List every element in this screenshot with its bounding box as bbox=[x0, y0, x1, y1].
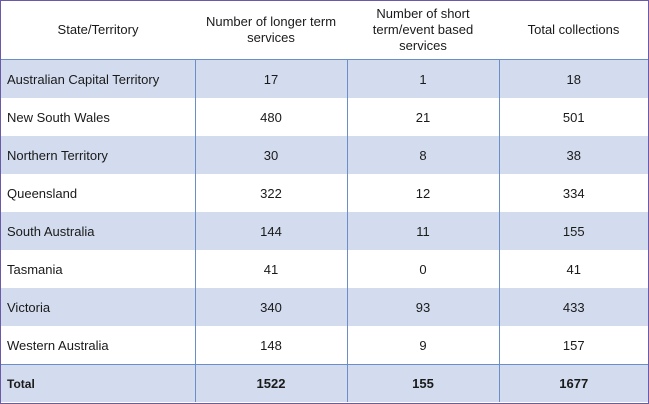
total-longer-term: 1522 bbox=[194, 364, 347, 402]
cell-total: 38 bbox=[498, 136, 648, 174]
cell-total: 18 bbox=[498, 59, 648, 98]
total-short-term: 155 bbox=[346, 364, 499, 402]
cell-total: 334 bbox=[498, 174, 648, 212]
table-row: Australian Capital Territory 17 1 18 bbox=[1, 59, 648, 98]
cell-total: 155 bbox=[498, 212, 648, 250]
cell-longer-term: 30 bbox=[194, 136, 347, 174]
cell-short-term: 1 bbox=[346, 59, 499, 98]
cell-total: 157 bbox=[498, 326, 648, 365]
table-row: New South Wales 480 21 501 bbox=[1, 98, 648, 136]
cell-longer-term: 480 bbox=[194, 98, 347, 136]
cell-state: New South Wales bbox=[1, 98, 195, 136]
cell-longer-term: 148 bbox=[194, 326, 347, 365]
cell-total: 501 bbox=[498, 98, 648, 136]
header-short-term: Number of short term/event based service… bbox=[347, 1, 499, 60]
cell-short-term: 11 bbox=[346, 212, 499, 250]
table-row: Northern Territory 30 8 38 bbox=[1, 136, 648, 174]
table-row: South Australia 144 11 155 bbox=[1, 212, 648, 250]
header-state: State/Territory bbox=[1, 1, 195, 60]
total-label: Total bbox=[1, 364, 195, 402]
table-row: Queensland 322 12 334 bbox=[1, 174, 648, 212]
header-longer-term: Number of longer term services bbox=[195, 1, 347, 60]
cell-longer-term: 322 bbox=[194, 174, 347, 212]
cell-short-term: 12 bbox=[346, 174, 499, 212]
table-row: Tasmania 41 0 41 bbox=[1, 250, 648, 288]
cell-short-term: 8 bbox=[346, 136, 499, 174]
cell-state: South Australia bbox=[1, 212, 195, 250]
cell-short-term: 21 bbox=[346, 98, 499, 136]
cell-total: 41 bbox=[498, 250, 648, 288]
cell-short-term: 9 bbox=[346, 326, 499, 365]
cell-longer-term: 41 bbox=[194, 250, 347, 288]
table-row: Victoria 340 93 433 bbox=[1, 288, 648, 326]
header-total: Total collections bbox=[499, 1, 648, 60]
header-row: State/Territory Number of longer term se… bbox=[1, 1, 648, 60]
cell-state: Tasmania bbox=[1, 250, 195, 288]
cell-longer-term: 17 bbox=[194, 59, 347, 98]
total-collections: 1677 bbox=[498, 364, 648, 402]
table-row: Western Australia 148 9 157 bbox=[1, 326, 648, 365]
total-row: Total 1522 155 1677 bbox=[1, 364, 648, 402]
cell-short-term: 0 bbox=[346, 250, 499, 288]
cell-longer-term: 144 bbox=[194, 212, 347, 250]
cell-state: Western Australia bbox=[1, 326, 195, 365]
cell-state: Queensland bbox=[1, 174, 195, 212]
cell-state: Northern Territory bbox=[1, 136, 195, 174]
cell-state: Victoria bbox=[1, 288, 195, 326]
cell-total: 433 bbox=[498, 288, 648, 326]
cell-longer-term: 340 bbox=[194, 288, 347, 326]
cell-short-term: 93 bbox=[346, 288, 499, 326]
cell-state: Australian Capital Territory bbox=[1, 59, 195, 98]
